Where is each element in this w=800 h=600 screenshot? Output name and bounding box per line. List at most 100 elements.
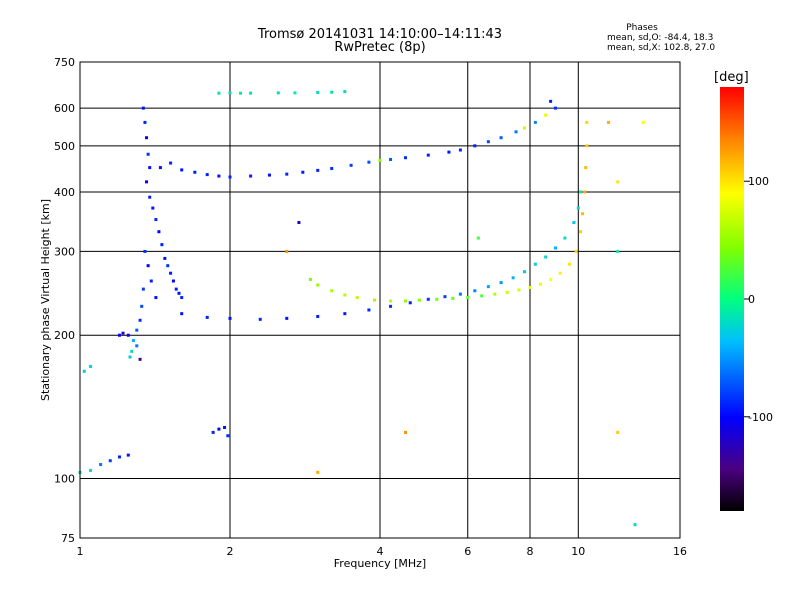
data-point	[180, 168, 184, 172]
data-point	[389, 157, 393, 161]
data-point	[514, 130, 518, 134]
data-point	[330, 289, 334, 293]
data-point	[285, 172, 289, 176]
y-tick-label: 75	[61, 532, 75, 545]
x-tick-label: 10	[571, 545, 585, 558]
data-point	[226, 434, 230, 438]
data-point	[330, 167, 334, 171]
data-point	[633, 523, 637, 527]
data-point	[180, 312, 184, 316]
data-point	[523, 126, 527, 130]
data-point	[523, 270, 527, 274]
data-point	[343, 90, 347, 94]
data-point	[578, 230, 582, 234]
y-tick-label: 750	[54, 56, 75, 69]
x-axis-label: Frequency [MHz]	[334, 557, 426, 570]
y-tick-label: 300	[54, 245, 75, 258]
data-point	[146, 264, 150, 268]
data-point	[149, 279, 153, 283]
data-point	[549, 99, 553, 103]
data-point	[205, 173, 209, 177]
data-point	[499, 136, 503, 140]
data-point	[160, 243, 164, 247]
data-point	[403, 299, 407, 303]
data-point	[426, 297, 430, 301]
data-point	[443, 295, 447, 299]
data-point	[458, 292, 462, 296]
data-point	[458, 148, 462, 152]
data-point	[616, 430, 620, 434]
data-point	[355, 296, 359, 300]
data-point	[316, 91, 320, 95]
data-point	[151, 206, 155, 210]
colorbar-ticks: 100 0 -100	[744, 175, 773, 424]
data-point	[511, 276, 515, 280]
data-point	[499, 281, 503, 285]
data-point	[166, 264, 170, 268]
y-tick-label: 100	[54, 473, 75, 486]
data-point	[293, 91, 297, 95]
data-point	[435, 297, 439, 301]
data-point	[154, 218, 158, 222]
plot-frame	[79, 61, 681, 539]
data-point	[572, 221, 576, 225]
data-point	[533, 120, 537, 124]
data-point	[169, 271, 173, 275]
data-point	[330, 90, 334, 94]
grid-lines	[80, 62, 680, 538]
data-point	[403, 156, 407, 160]
data-point	[211, 430, 215, 434]
data-point	[558, 271, 562, 275]
x-axis-ticks: 1 2 4 6 8 10 16	[77, 545, 688, 558]
data-point	[126, 453, 130, 457]
data-point	[228, 91, 232, 95]
data-point	[389, 304, 393, 308]
data-point	[553, 106, 557, 110]
data-point	[138, 318, 142, 322]
data-point	[641, 120, 645, 124]
phases-stats-title: Phases	[626, 23, 658, 33]
data-point	[193, 170, 197, 174]
x-tick-label: 16	[673, 545, 687, 558]
data-point	[539, 282, 543, 286]
data-point	[239, 91, 243, 95]
data-point	[108, 459, 112, 463]
data-point	[533, 262, 537, 266]
data-point	[276, 91, 280, 95]
data-point	[403, 430, 407, 434]
data-point	[476, 236, 480, 240]
data-point	[267, 173, 271, 177]
colorbar-unit-label: [deg]	[714, 70, 749, 85]
data-point	[473, 289, 477, 293]
data-point	[135, 344, 139, 348]
colorbar-tick-label: 0	[748, 293, 755, 306]
phases-stats-x: mean, sd,X: 102.8, 27.0	[607, 43, 716, 53]
y-axis-label: Stationary phase Virtual Height [km]	[39, 199, 52, 401]
data-point	[316, 168, 320, 172]
data-point	[576, 206, 580, 210]
data-point	[466, 296, 470, 300]
y-axis-ticks: 75 100 200 300 400 500 600 750	[54, 56, 75, 545]
data-point	[89, 468, 93, 472]
data-point	[607, 120, 611, 124]
data-point	[126, 333, 130, 337]
data-point	[249, 91, 253, 95]
data-point	[567, 262, 571, 266]
data-point	[473, 144, 477, 148]
data-point	[316, 283, 320, 287]
data-point	[581, 212, 585, 216]
data-point	[140, 304, 144, 308]
data-point	[205, 315, 209, 319]
data-point	[89, 364, 93, 368]
x-tick-label: 8	[527, 545, 534, 558]
data-point	[117, 455, 121, 459]
data-point	[373, 298, 377, 302]
data-point	[163, 256, 167, 260]
data-point	[584, 166, 588, 170]
data-point	[249, 174, 253, 178]
data-point	[343, 312, 347, 316]
data-point	[146, 152, 150, 156]
data-point	[130, 349, 134, 353]
data-point	[228, 175, 232, 179]
